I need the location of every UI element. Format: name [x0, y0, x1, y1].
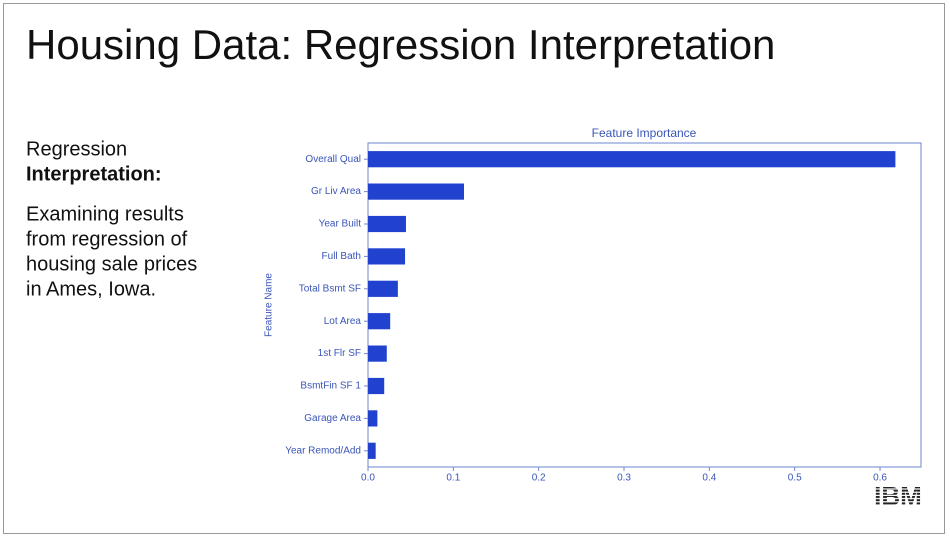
y-tick-label: BsmtFin SF 1: [300, 381, 361, 392]
chart-title: Feature Importance: [592, 126, 697, 140]
y-tick-label: Gr Liv Area: [311, 186, 361, 197]
y-tick-label: Total Bsmt SF: [299, 283, 361, 294]
body-line: Examining results: [26, 203, 184, 225]
y-axis-label: Feature Name: [264, 273, 275, 337]
y-tick-label: Year Remod/Add: [285, 445, 361, 456]
x-tick-label: 0.6: [873, 473, 887, 484]
heading: Regression: [26, 138, 127, 160]
y-tick-label: 1st Flr SF: [318, 348, 361, 359]
x-tick-label: 0.1: [446, 473, 460, 484]
x-tick-label: 0.4: [702, 473, 716, 484]
bar: [368, 183, 465, 200]
body-text: Examining results from regression of housi…: [26, 203, 197, 300]
x-tick-label: 0.5: [788, 473, 802, 484]
bar: [368, 377, 385, 395]
bar: [368, 442, 376, 459]
y-tick-label: Garage Area: [304, 413, 361, 424]
bar: [368, 215, 406, 233]
bar: [368, 248, 406, 265]
heading-bold: Interpretation:: [26, 163, 162, 185]
logo: IBM: [874, 481, 922, 511]
bar: [368, 345, 387, 362]
body-line: from regression of: [26, 228, 188, 250]
y-tick-label: Overall Qual: [305, 154, 361, 165]
slide-title: Housing Data: Regression Interpretation: [26, 21, 775, 68]
body-line: in Ames, Iowa.: [26, 278, 156, 300]
x-tick-label: 0.0: [361, 473, 375, 484]
bar: [368, 280, 398, 297]
slide-border: [3, 3, 945, 534]
y-tick-label: Full Bath: [322, 251, 361, 262]
bar: [368, 151, 896, 168]
bar: [368, 410, 378, 427]
y-tick-label: Year Built: [319, 219, 362, 230]
x-tick-label: 0.3: [617, 473, 631, 484]
plot-frame: [367, 142, 922, 468]
bar: [368, 313, 391, 330]
x-tick-label: 0.2: [532, 473, 546, 484]
y-tick-label: Lot Area: [324, 316, 362, 327]
body-line: housing sale prices: [26, 253, 197, 275]
